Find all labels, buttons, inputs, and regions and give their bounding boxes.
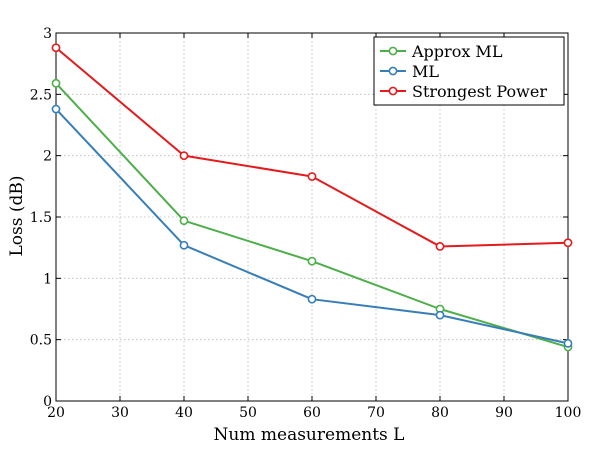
x-tick-label: 20 [47, 405, 65, 421]
data-point-strongest-power [179, 151, 189, 161]
legend-label-approx-ml: Approx ML [411, 42, 503, 61]
data-point-approx-ml [179, 216, 189, 226]
x-tick-label: 100 [555, 405, 582, 421]
series-strongest-power [51, 43, 573, 251]
data-point-ml [563, 338, 573, 348]
data-point-ml [435, 310, 445, 320]
data-point-ml [51, 104, 61, 114]
data-point-ml [307, 294, 317, 304]
legend-label-strongest-power: Strongest Power [412, 82, 547, 101]
series-line-approx-ml [55, 82, 569, 348]
y-tick-label: 2.5 [30, 87, 52, 103]
legend-swatch-marker-ml [388, 66, 398, 76]
y-tick-label: 0.5 [30, 333, 52, 349]
data-point-approx-ml [307, 256, 317, 266]
data-point-strongest-power [435, 242, 445, 251]
x-tick-label: 90 [495, 405, 513, 421]
series-ml [51, 104, 573, 348]
x-tick-label: 30 [111, 405, 129, 421]
legend-swatch-marker-strongest-power [388, 86, 398, 96]
axis-ticks: 20 30 40 50 60 70 80 90 100 0 0.5 1 1.5 2 2.5 3 [30, 26, 582, 421]
y-tick-label: 0 [43, 394, 52, 410]
data-point-approx-ml [51, 78, 61, 88]
data-point-strongest-power [51, 43, 61, 53]
series-group [51, 43, 573, 352]
series-approx-ml [51, 78, 573, 352]
x-tick-label: 60 [303, 405, 321, 421]
x-tick-label: 50 [239, 405, 257, 421]
legend-swatch-marker-approx-ml [388, 46, 398, 56]
legend-label-ml: ML [412, 62, 439, 81]
y-tick-label: 2 [43, 149, 52, 165]
data-point-strongest-power [563, 238, 573, 248]
data-point-strongest-power [307, 172, 317, 181]
x-tick-label: 40 [175, 405, 193, 421]
y-tick-label: 3 [43, 26, 52, 42]
y-tick-label: 1.5 [30, 210, 52, 226]
x-tick-label: 80 [431, 405, 449, 421]
y-tick-label: 1 [43, 271, 52, 287]
data-point-ml [179, 240, 189, 250]
x-tick-label: 70 [367, 405, 385, 421]
x-axis-title: Num measurements L [214, 425, 405, 445]
y-axis-title: Loss (dB) [7, 175, 27, 256]
